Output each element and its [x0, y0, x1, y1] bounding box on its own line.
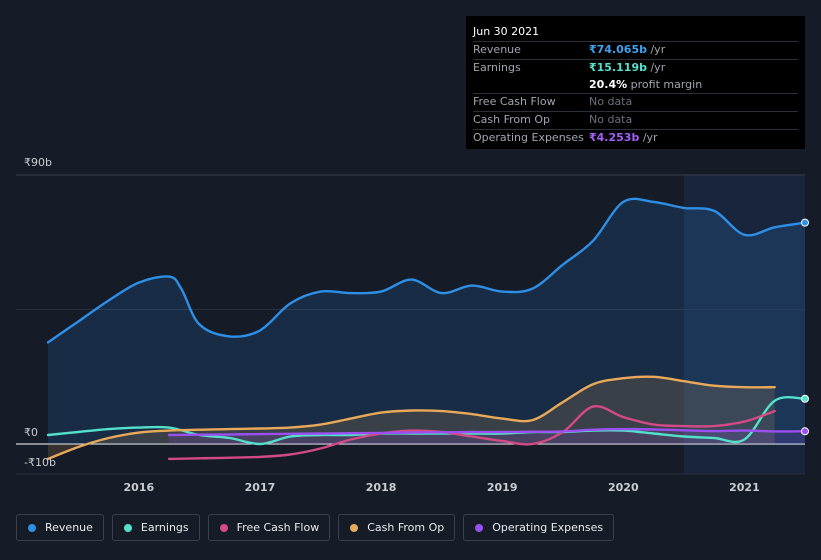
- y-tick-label: ₹0: [24, 426, 38, 439]
- tooltip-label: Earnings: [473, 60, 521, 74]
- free-cash-flow-line: [167, 405, 776, 461]
- legend-item-revenue[interactable]: Revenue: [16, 514, 104, 541]
- tooltip-row-free-cash-flow: Free Cash Flow No data: [473, 93, 798, 111]
- series-lines: [46, 197, 807, 461]
- x-tick-label: 2021: [729, 481, 760, 494]
- tooltip-label: Operating Expenses: [473, 130, 584, 144]
- legend-label: Revenue: [45, 521, 93, 534]
- x-tick-label: 2019: [487, 481, 518, 494]
- revenue-end-marker: [801, 218, 809, 227]
- tooltip-value-wrap: 20.4% profit margin: [589, 77, 702, 94]
- gridlines: [16, 174, 805, 475]
- legend-label: Cash From Op: [367, 521, 445, 534]
- tooltip-label: Free Cash Flow: [473, 95, 556, 109]
- tooltip-value: ₹4.253b: [589, 130, 640, 144]
- tooltip-value-wrap: ₹15.119b /yr: [589, 60, 665, 77]
- x-tick-label: 2017: [245, 481, 276, 494]
- legend-item-earnings[interactable]: Earnings: [111, 514, 200, 541]
- legend-dot-icon: [350, 523, 359, 532]
- tooltip-value: ₹74.065b: [589, 43, 647, 56]
- tooltip-unit: /yr: [646, 60, 666, 74]
- tooltip-row-earnings: Earnings ₹15.119b /yr: [473, 58, 798, 77]
- tooltip-unit: /yr: [639, 130, 658, 144]
- data-tooltip: Jun 30 2021 Revenue ₹74.065b /yr Earning…: [466, 16, 805, 149]
- x-axis-tick-labels: 2016 2017 2018 2019 2020 2021: [124, 481, 760, 494]
- tooltip-unit: /yr: [646, 43, 666, 56]
- tooltip-nodata: No data: [589, 113, 633, 127]
- revenue-area: [48, 198, 805, 444]
- operating-expenses-line: [167, 427, 807, 437]
- legend-item-free-cash-flow[interactable]: Free Cash Flow: [207, 514, 331, 541]
- operating-expenses-end-marker: [801, 427, 809, 436]
- legend-label: Free Cash Flow: [236, 521, 320, 534]
- legend-label: Operating Expenses: [492, 521, 604, 534]
- tooltip-row-cash-from-op: Cash From Op No data: [473, 111, 798, 129]
- tooltip-nodata: No data: [589, 95, 633, 109]
- earnings-end-marker: [801, 394, 809, 403]
- legend-item-cash-from-op[interactable]: Cash From Op: [338, 514, 456, 541]
- tooltip-value-wrap: ₹4.253b /yr: [589, 130, 658, 147]
- tooltip-label: [473, 77, 589, 94]
- tooltip-label: Revenue: [473, 43, 521, 56]
- legend-dot-icon: [475, 523, 484, 532]
- tooltip-row-operating-expenses: Operating Expenses ₹4.253b /yr: [473, 128, 798, 147]
- tooltip-row-revenue: Revenue ₹74.065b /yr: [473, 41, 798, 59]
- legend-item-operating-expenses[interactable]: Operating Expenses: [463, 514, 615, 541]
- tooltip-value-wrap: ₹74.065b /yr: [589, 42, 665, 59]
- financial-line-chart: ₹90b ₹0 -₹10b 2016 2017 2018 2019 2020 2021: [16, 156, 809, 494]
- chart-legend: Revenue Earnings Free Cash Flow Cash Fro…: [16, 514, 622, 541]
- legend-dot-icon: [28, 523, 36, 532]
- legend-label: Earnings: [140, 521, 189, 534]
- revenue-line: [46, 197, 807, 344]
- x-tick-label: 2016: [124, 481, 155, 494]
- tooltip-unit: profit margin: [627, 77, 703, 91]
- legend-dot-icon: [123, 523, 132, 532]
- x-tick-label: 2020: [608, 481, 639, 494]
- legend-dot-icon: [219, 523, 228, 532]
- x-tick-label: 2018: [366, 481, 397, 494]
- y-tick-label: ₹90b: [24, 156, 52, 169]
- series-end-markers: [801, 218, 809, 436]
- cash-from-op-line: [46, 375, 776, 461]
- tooltip-label: Cash From Op: [473, 113, 551, 127]
- y-tick-label: -₹10b: [24, 456, 56, 469]
- tooltip-date: Jun 30 2021: [473, 25, 540, 38]
- y-axis-tick-labels: ₹90b ₹0 -₹10b: [24, 156, 56, 469]
- tooltip-row-profit-margin: 20.4% profit margin: [473, 77, 798, 94]
- tooltip-value: ₹15.119b: [589, 60, 647, 74]
- tooltip-value: 20.4%: [589, 77, 628, 91]
- series-fills: [48, 198, 806, 459]
